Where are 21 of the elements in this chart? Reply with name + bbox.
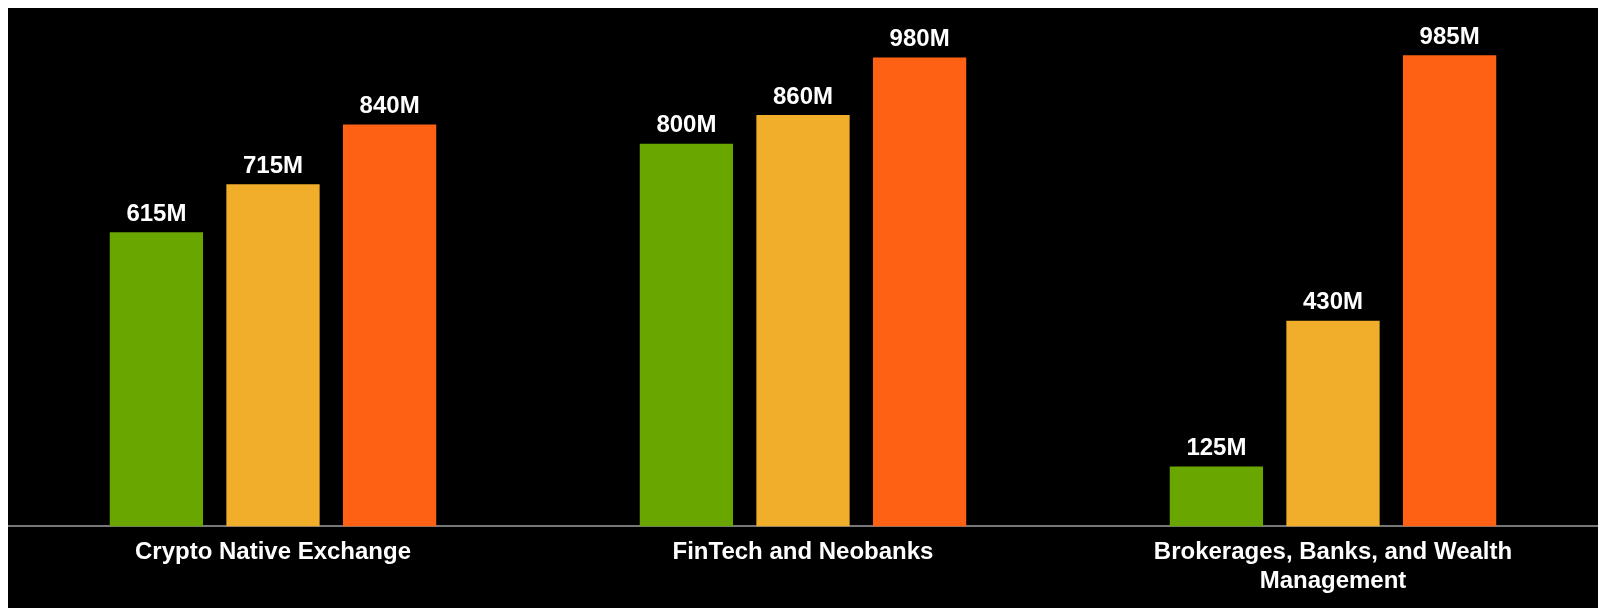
bar	[342, 124, 437, 527]
data-label: 980M	[889, 24, 950, 52]
bar	[1169, 466, 1264, 527]
data-label: 860M	[772, 81, 834, 109]
bar	[872, 57, 967, 527]
data-label: 840M	[359, 91, 420, 119]
bar	[1402, 55, 1497, 527]
data-label: 615M	[126, 198, 187, 226]
bar	[756, 114, 850, 527]
x-tick-label: Brokerages, Banks, and Wealth Management	[1153, 537, 1513, 594]
bar	[109, 232, 204, 527]
data-label: 430M	[1302, 287, 1364, 315]
data-label: 715M	[242, 150, 304, 178]
x-tick-label: FinTech and Neobanks	[672, 537, 934, 565]
data-label: 125M	[1186, 433, 1247, 461]
x-tick-label: Crypto Native Exchange	[134, 537, 412, 565]
bar	[639, 143, 734, 527]
data-label: 800M	[656, 110, 717, 138]
bar	[226, 184, 320, 527]
bar	[1286, 320, 1380, 527]
data-label: 985M	[1419, 21, 1480, 49]
